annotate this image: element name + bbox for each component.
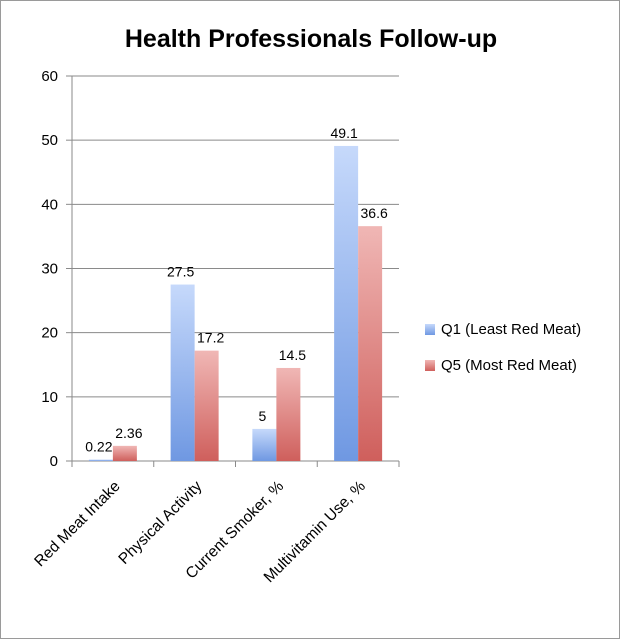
y-tick-label: 40 <box>41 196 58 213</box>
y-tick-label: 10 <box>41 389 58 406</box>
data-labels: 0.22 27.5 5 49.1 2.36 17.2 14.5 36.6 <box>85 125 388 455</box>
legend-label: Q1 (Least Red Meat) <box>441 321 581 338</box>
bar-q5 <box>112 445 137 461</box>
bar-q5 <box>276 367 301 461</box>
data-label: 2.36 <box>115 425 142 441</box>
data-label: 27.5 <box>167 264 194 280</box>
bar-q5 <box>194 350 219 461</box>
y-tick-label: 60 <box>41 68 58 85</box>
data-label: 5 <box>258 408 266 424</box>
y-tick-label: 0 <box>50 453 58 470</box>
bar-q1 <box>88 459 113 461</box>
bar-q1 <box>334 145 359 462</box>
data-label: 17.2 <box>197 330 224 346</box>
y-tick-label: 50 <box>41 132 58 149</box>
bar-q5 <box>358 226 383 461</box>
data-label: 14.5 <box>279 347 306 363</box>
y-tick-label: 30 <box>41 261 58 278</box>
chart-title: Health Professionals Follow-up <box>125 25 497 53</box>
x-category-label: Red Meat Intake <box>31 478 123 570</box>
x-category-label: Physical Activity <box>115 478 205 568</box>
data-label: 0.22 <box>85 439 112 455</box>
bar-q1 <box>170 284 195 461</box>
legend-label: Q5 (Most Red Meat) <box>441 357 577 374</box>
legend-swatch <box>425 324 435 335</box>
y-tick-label: 20 <box>41 325 58 342</box>
bar-q1 <box>252 428 277 461</box>
legend: Q1 (Least Red Meat) Q5 (Most Red Meat) <box>425 321 581 374</box>
legend-swatch <box>425 360 435 371</box>
bars <box>88 145 383 462</box>
data-label: 49.1 <box>331 125 358 141</box>
data-label: 36.6 <box>361 205 388 221</box>
